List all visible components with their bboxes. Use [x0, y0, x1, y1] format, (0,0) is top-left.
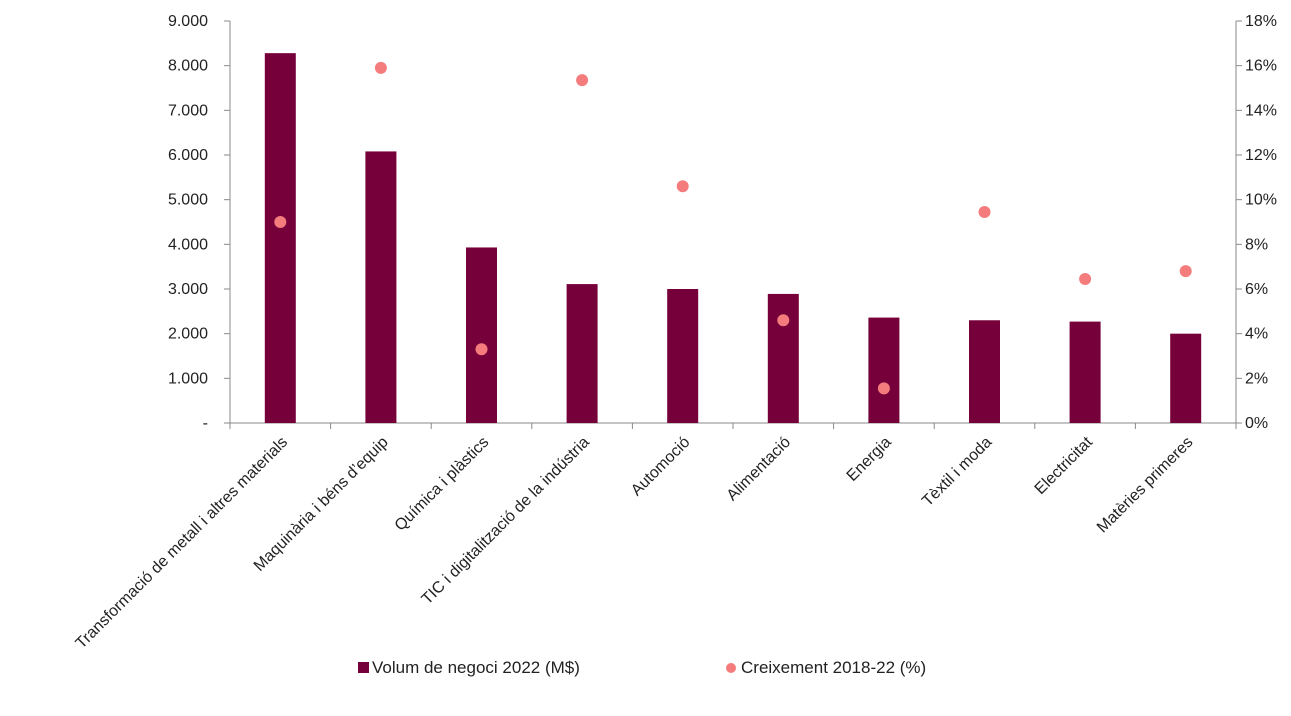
legend-swatch-growth [726, 663, 736, 673]
right-axis-tick-label: 14% [1245, 102, 1277, 119]
category-label: Electricitat [1032, 433, 1097, 498]
right-axis-tick-label: 0% [1245, 415, 1268, 432]
category-label: Automoció [628, 434, 694, 500]
growth-point [877, 382, 890, 395]
bar [566, 284, 598, 423]
bar [767, 293, 799, 423]
left-axis-tick-label: 3.000 [168, 281, 208, 298]
growth-point [978, 205, 991, 218]
left-axis-tick-label: 5.000 [168, 192, 208, 209]
left-axis-tick-label: 8.000 [168, 58, 208, 75]
bar [1170, 333, 1202, 423]
category-label: Transformació de metall i altres materia… [73, 434, 291, 652]
right-axis-tick-label: 16% [1245, 58, 1277, 75]
right-axis-tick-label: 10% [1245, 192, 1277, 209]
growth-point [676, 180, 689, 193]
legend-label-growth: Creixement 2018-22 (%) [741, 658, 926, 677]
bar [365, 151, 397, 423]
right-axis-tick-label: 12% [1245, 147, 1277, 164]
growth-point [576, 74, 589, 87]
left-axis-tick-label: 6.000 [168, 147, 208, 164]
left-axis-tick-label: 9.000 [168, 13, 208, 30]
bar [868, 317, 900, 423]
growth-point [1079, 272, 1092, 285]
bar [1069, 321, 1101, 423]
category-label: Energia [844, 434, 895, 485]
right-axis-tick-label: 4% [1245, 326, 1268, 343]
axes [224, 20, 1242, 429]
right-axis-tick-label: 2% [1245, 370, 1268, 387]
left-axis-tick-label: 2.000 [168, 326, 208, 343]
category-label: Tèxtil i moda [919, 434, 995, 510]
right-axis-tick-label: 6% [1245, 281, 1268, 298]
right-axis-tick-label: 18% [1245, 13, 1277, 30]
growth-point [475, 343, 488, 356]
bars [264, 53, 1202, 423]
legend-swatch-volume [358, 662, 369, 673]
right-axis-tick-label: 8% [1245, 236, 1268, 253]
growth-points [274, 61, 1192, 395]
category-label: Matèries primeres [1094, 434, 1197, 537]
legend: Volum de negoci 2022 (M$) Creixement 201… [358, 658, 926, 677]
growth-point [1179, 265, 1192, 278]
left-axis-tick-label: 1.000 [168, 370, 208, 387]
legend-label-volume: Volum de negoci 2022 (M$) [372, 658, 580, 677]
left-axis-tick-label: 7.000 [168, 102, 208, 119]
bar [466, 247, 497, 423]
bar [969, 320, 1000, 423]
left-axis-tick-label: - [203, 415, 208, 432]
category-label: Alimentació [724, 434, 795, 505]
growth-point [777, 314, 790, 327]
bar [264, 53, 296, 423]
left-axis-tick-label: 4.000 [168, 236, 208, 253]
growth-point [374, 61, 387, 74]
category-label: Química i plàstics [392, 434, 493, 535]
growth-point [274, 216, 287, 228]
bar [667, 289, 699, 423]
category-label: TIC i digitalització de la indústria [419, 434, 593, 608]
